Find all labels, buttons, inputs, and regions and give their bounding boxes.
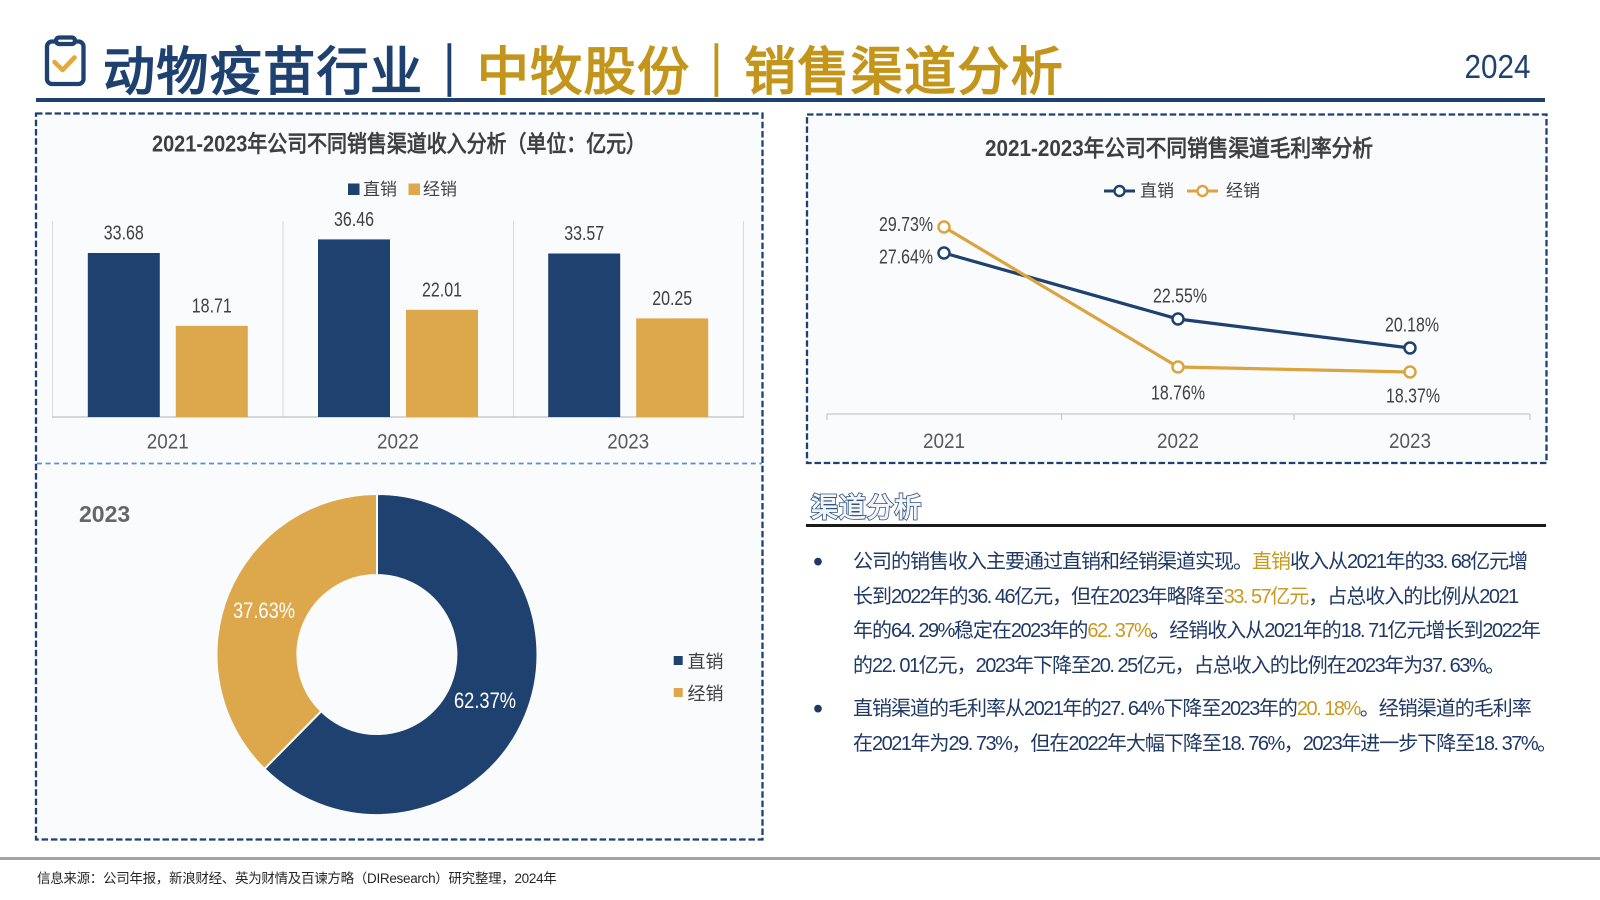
svg-text:20.25: 20.25 — [652, 288, 692, 310]
svg-text:27.64%: 27.64% — [879, 247, 933, 269]
svg-text:37.63%: 37.63% — [233, 598, 295, 623]
svg-text:2023: 2023 — [607, 431, 649, 454]
svg-text:直销: 直销 — [363, 180, 397, 199]
svg-text:2023: 2023 — [79, 501, 130, 527]
svg-text:2022: 2022 — [1157, 430, 1199, 453]
svg-text:2021: 2021 — [923, 430, 965, 453]
svg-text:62.37%: 62.37% — [454, 688, 516, 713]
svg-text:18.76%: 18.76% — [1151, 383, 1205, 405]
svg-text:2021: 2021 — [147, 431, 189, 454]
svg-text:经销: 经销 — [1226, 182, 1260, 201]
svg-text:22.01: 22.01 — [422, 279, 462, 301]
svg-text:渠道分析: 渠道分析 — [811, 492, 922, 523]
svg-text:18.71: 18.71 — [192, 295, 232, 317]
svg-text:33.68: 33.68 — [104, 223, 144, 245]
svg-text:33.57: 33.57 — [564, 223, 604, 245]
svg-text:2024: 2024 — [1465, 48, 1531, 85]
svg-text:2022: 2022 — [377, 431, 419, 454]
svg-text:20.18%: 20.18% — [1385, 315, 1439, 337]
svg-text:2021-2023年公司不同销售渠道收入分析（单位：亿元）: 2021-2023年公司不同销售渠道收入分析（单位：亿元） — [152, 131, 646, 157]
svg-text:直销: 直销 — [688, 652, 724, 672]
svg-text:36.46: 36.46 — [334, 209, 374, 231]
svg-text:直销: 直销 — [1140, 182, 1174, 201]
svg-text:2021-2023年公司不同销售渠道毛利率分析: 2021-2023年公司不同销售渠道毛利率分析 — [985, 135, 1373, 161]
svg-text:29.73%: 29.73% — [879, 214, 933, 236]
svg-text:经销: 经销 — [688, 684, 724, 704]
svg-text:经销: 经销 — [423, 180, 457, 199]
svg-text:2023: 2023 — [1389, 430, 1431, 453]
svg-text:22.55%: 22.55% — [1153, 286, 1207, 308]
svg-text:18.37%: 18.37% — [1386, 386, 1440, 408]
